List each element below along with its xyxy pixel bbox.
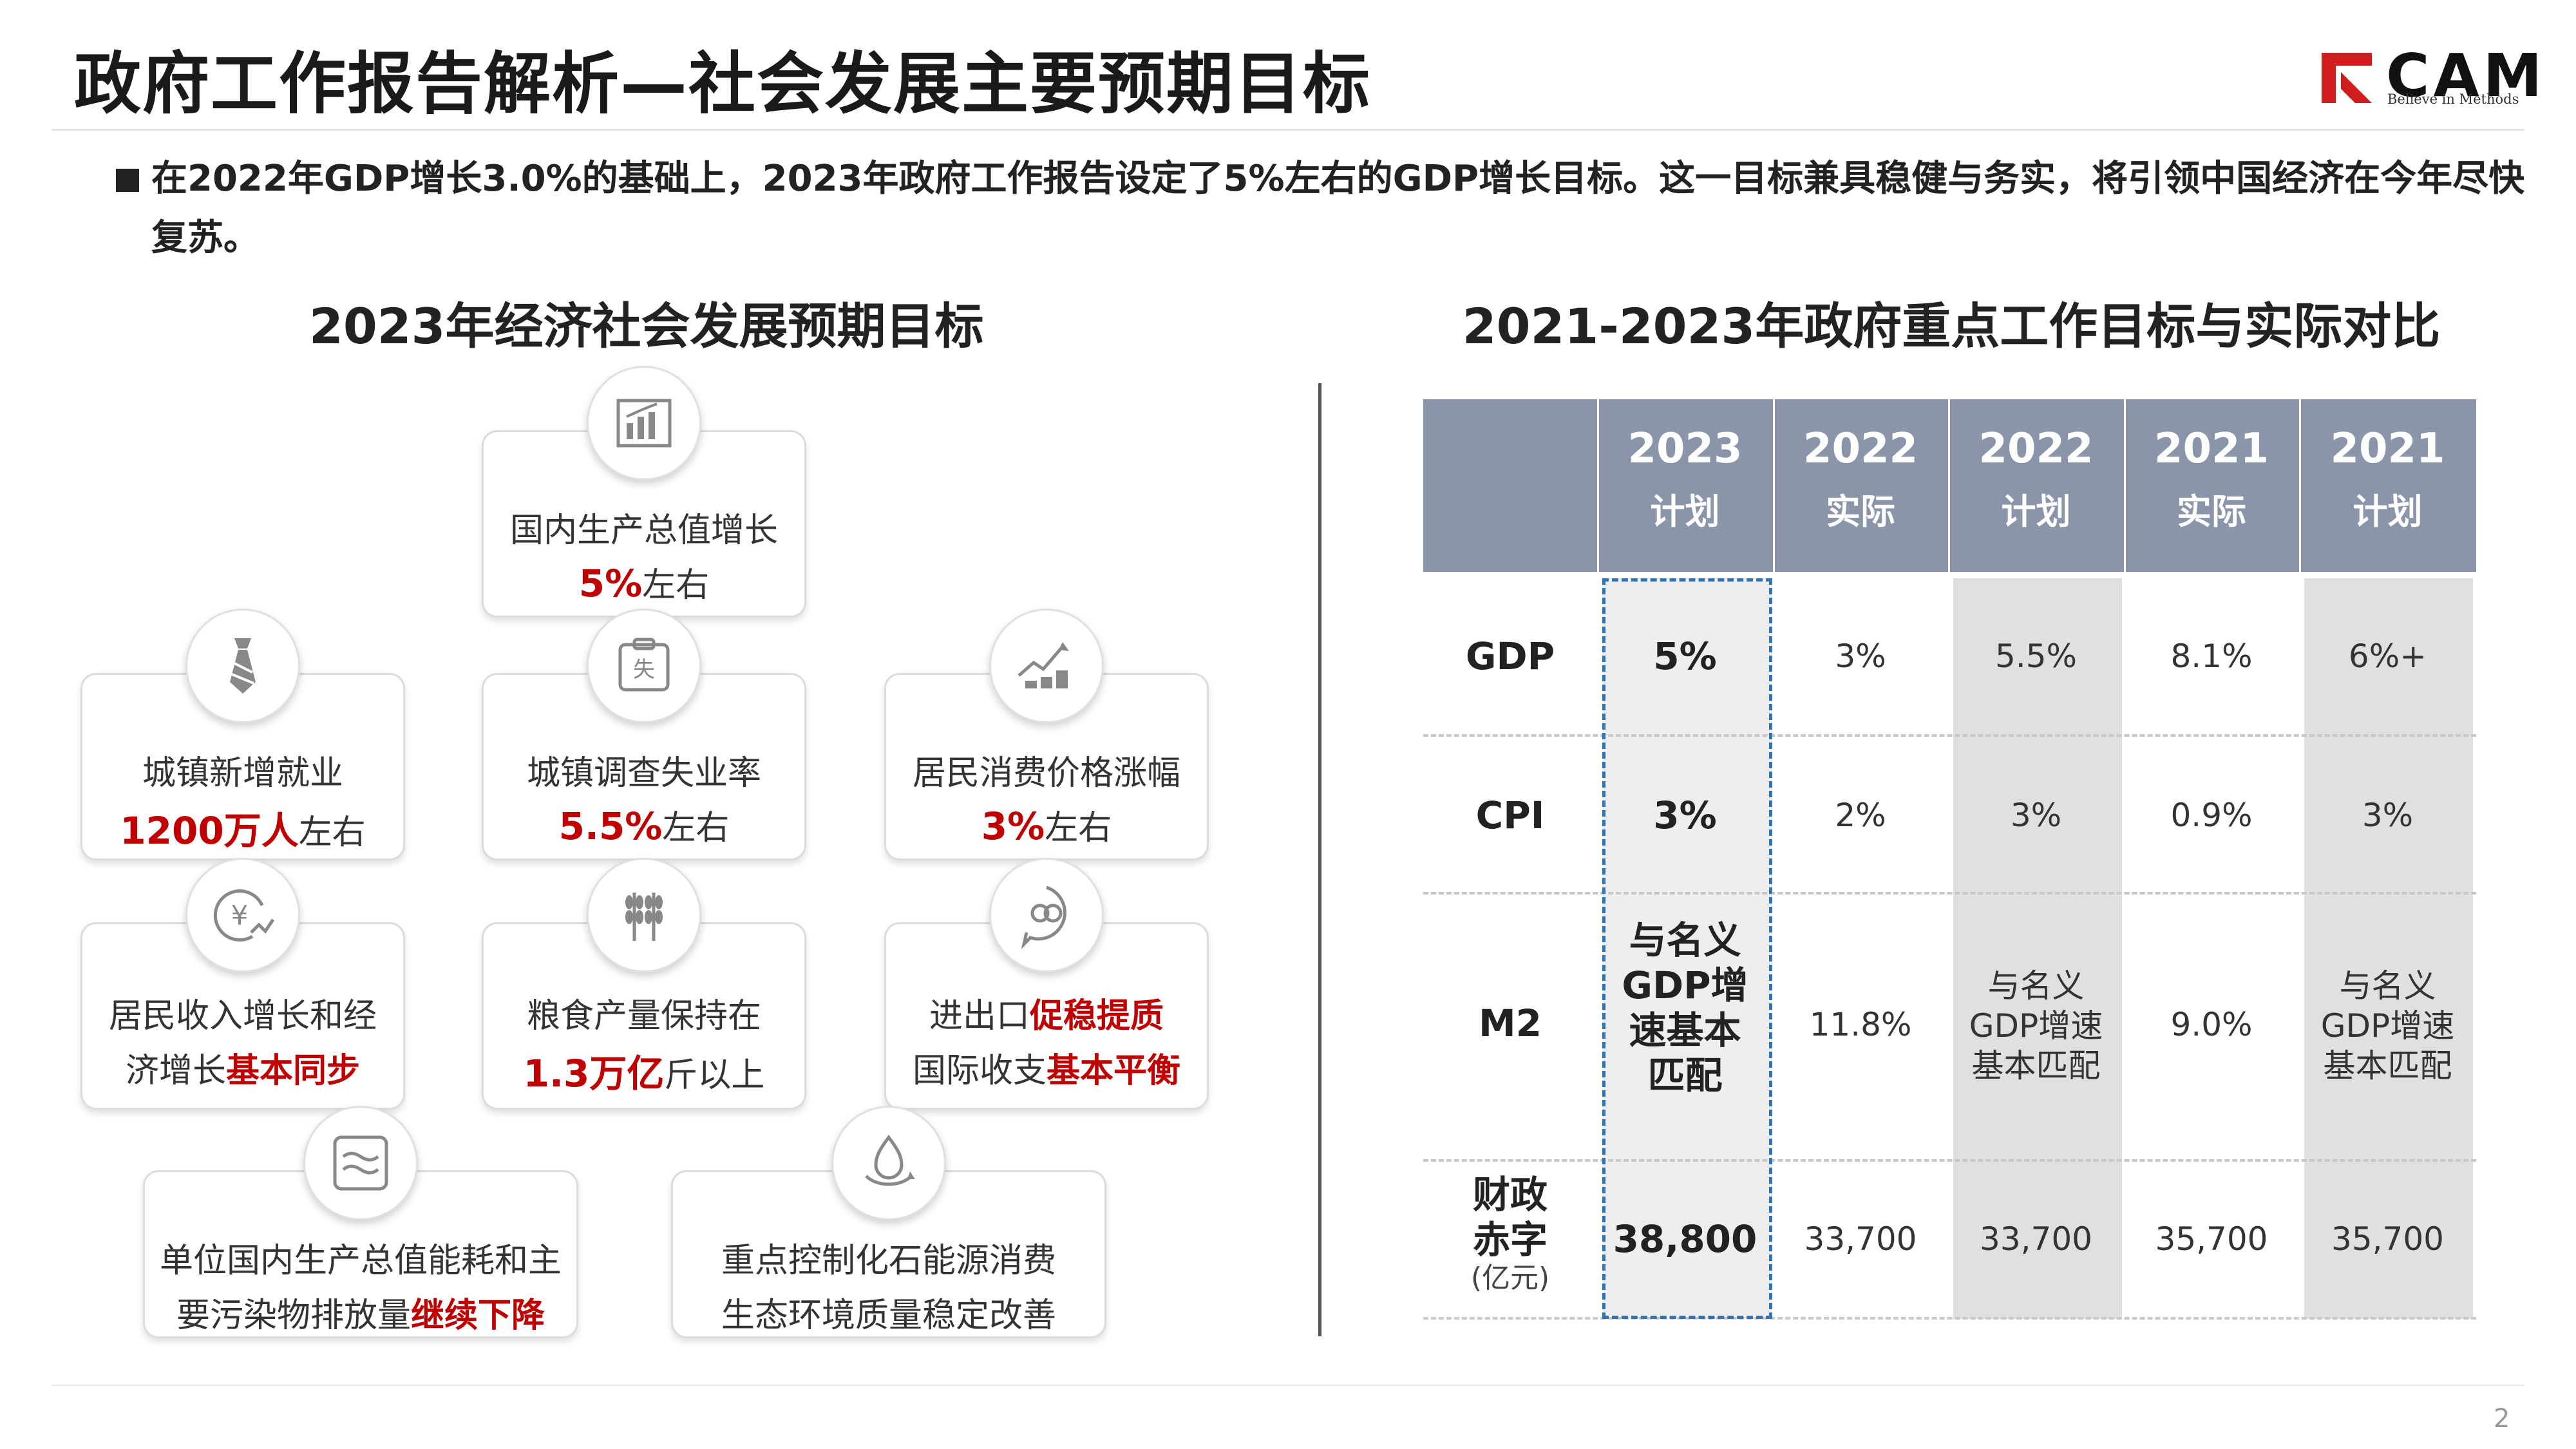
- svg-text:¥: ¥: [231, 900, 249, 931]
- table-cell: 0.9%: [2170, 797, 2253, 834]
- row-divider: [1423, 892, 2476, 895]
- table-cell: 35,700: [2155, 1220, 2268, 1258]
- col-header-2022-plan: 2022 计划: [1978, 425, 2094, 532]
- card-value: 5%左右: [578, 562, 710, 605]
- table-cell: 33,700: [1804, 1220, 1917, 1258]
- trade-icon: [989, 858, 1104, 972]
- table-cell: 3%: [1653, 793, 1717, 837]
- table-cell: 33,700: [1980, 1220, 2092, 1258]
- highlight-2023-plan-column: [1602, 578, 1772, 1319]
- card-line1: 粮食产量保持在: [526, 997, 761, 1036]
- table-cell: 与名义 GDP增速 基本匹配: [1969, 967, 2103, 1084]
- footer-divider: [52, 1385, 2524, 1386]
- wheat-icon: [587, 858, 701, 972]
- card-line1: 重点控制化石能源消费: [721, 1242, 1056, 1280]
- vertical-divider: [1318, 383, 1321, 1336]
- row-label-m2: M2: [1478, 1001, 1542, 1045]
- target-card-cpi: 居民消费价格涨幅 3%左右: [884, 673, 1209, 860]
- shade-2022-plan: [1953, 578, 2122, 1319]
- tie-icon: [185, 609, 300, 723]
- intro-paragraph: 在2022年GDP增长3.0%的基础上，2023年政府工作报告设定了5%左右的G…: [151, 158, 2525, 259]
- col-header-2021-actual: 2021 实际: [2154, 425, 2269, 532]
- left-section-title: 2023年经济社会发展预期目标: [309, 298, 984, 355]
- header-separator: [2299, 399, 2301, 572]
- card-line2: 要污染物排放量继续下降: [176, 1296, 545, 1335]
- row-divider: [1423, 734, 2476, 737]
- row-divider: [1423, 1159, 2476, 1162]
- header-separator: [1773, 399, 1775, 572]
- table-cell: 9.0%: [2170, 1006, 2253, 1043]
- card-label: 居民消费价格涨幅: [912, 754, 1180, 793]
- logo-brand: CAM: [2386, 41, 2546, 110]
- card-line1: 居民收入增长和经: [108, 997, 377, 1036]
- card-line2: 济增长基本同步: [125, 1052, 361, 1090]
- right-section-title: 2021-2023年政府重点工作目标与实际对比: [1462, 298, 2441, 355]
- row-divider: [1423, 1317, 2476, 1320]
- water-drop-icon: [831, 1106, 946, 1220]
- header-separator: [2124, 399, 2126, 572]
- row-unit: (亿元): [1470, 1262, 1550, 1294]
- bar-chart-icon: [587, 366, 701, 480]
- page-title: 政府工作报告解析—社会发展主要预期目标: [74, 44, 1372, 123]
- col-header-2021-plan: 2021 计划: [2330, 425, 2445, 532]
- card-line2: 国际收支基本平衡: [912, 1052, 1181, 1090]
- page-number: 2: [2494, 1404, 2510, 1434]
- cam-logo-mark-icon: [2322, 53, 2372, 103]
- bullet-square-icon: [116, 169, 139, 192]
- card-value: 3%左右: [981, 804, 1112, 848]
- card-value: 5.5%左右: [558, 804, 730, 848]
- col-header-2023-plan: 2023 计划: [1627, 425, 1743, 532]
- table-cell: 3%: [2362, 797, 2414, 834]
- table-cell: 3%: [2010, 797, 2062, 834]
- header-divider: [52, 129, 2524, 131]
- table-cell: 3%: [1835, 638, 1886, 675]
- table-cell: 11.8%: [1809, 1006, 1912, 1043]
- shade-2023-plan: [1602, 578, 1772, 1319]
- card-label: 城镇调查失业率: [526, 754, 761, 793]
- yuan-trend-icon: ¥: [185, 858, 300, 972]
- energy-wave-icon: [303, 1106, 418, 1220]
- table-cell: 与名义 GDP增速 基本匹配: [2320, 967, 2455, 1084]
- row-label-fiscal-deficit: 财政 赤字 (亿元): [1423, 1172, 1597, 1294]
- header-separator: [1597, 399, 1599, 572]
- cam-logo: CAM Believe in Methods: [2322, 41, 2542, 111]
- row-label-cpi: CPI: [1475, 793, 1545, 837]
- intro-text: 在2022年GDP增长3.0%的基础上，2023年政府工作报告设定了5%左右的G…: [119, 149, 2528, 268]
- col-header-2022-actual: 2022 实际: [1803, 425, 1918, 532]
- card-value: 1.3万亿斤以上: [523, 1052, 765, 1095]
- logo-tagline: Believe in Methods: [2387, 91, 2519, 107]
- row-label-gdp: GDP: [1465, 634, 1555, 678]
- target-card-fossil-energy: 重点控制化石能源消费 生态环境质量稳定改善: [671, 1170, 1106, 1338]
- card-line1: 进出口促稳提质: [929, 997, 1164, 1036]
- table-cell: 2%: [1835, 797, 1886, 834]
- card-line1: 单位国内生产总值能耗和主: [159, 1242, 562, 1280]
- shade-2021-plan: [2304, 578, 2473, 1319]
- table-cell: 5%: [1653, 634, 1717, 678]
- card-label: 城镇新增就业: [142, 754, 343, 793]
- table-cell: 6%+: [2348, 638, 2427, 675]
- card-label: 国内生产总值增长: [509, 511, 778, 550]
- card-value: 1200万人左右: [120, 809, 366, 853]
- table-cell: 38,800: [1613, 1217, 1757, 1261]
- header-separator: [1948, 399, 1950, 572]
- table-cell: 与名义 GDP增 速基本 匹配: [1622, 918, 1748, 1097]
- comparison-table: 2023 计划 2022 实际 2022 计划 2021 实际 2021 计划 GDP 5…: [1423, 399, 2476, 1320]
- table-cell: 5.5%: [1994, 638, 2078, 675]
- unemployment-icon: 失: [587, 609, 701, 723]
- svg-text:失: 失: [633, 657, 655, 683]
- target-card-energy: 单位国内生产总值能耗和主 要污染物排放量继续下降: [143, 1170, 578, 1338]
- table-cell: 8.1%: [2170, 638, 2253, 675]
- card-line2: 生态环境质量稳定改善: [721, 1296, 1056, 1335]
- table-cell: 35,700: [2331, 1220, 2444, 1258]
- coins-trend-icon: [989, 609, 1104, 723]
